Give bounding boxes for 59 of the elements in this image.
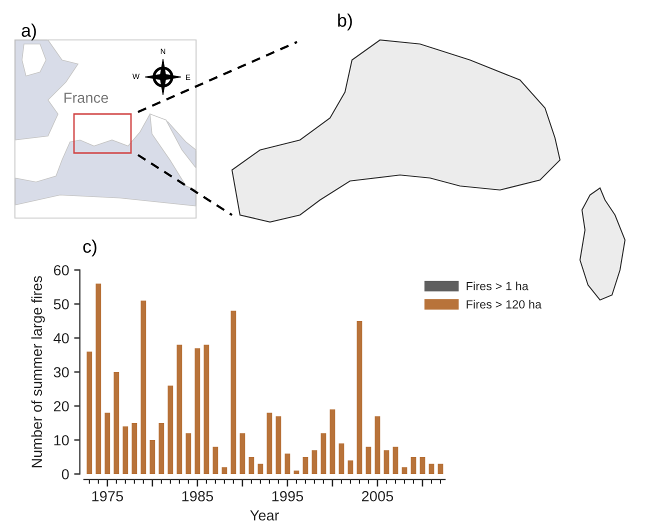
bar	[302, 457, 308, 474]
y-tick-label: 20	[54, 401, 69, 412]
text: a)	[22, 24, 36, 40]
bar	[420, 457, 426, 474]
y-axis-title: Number of summer large fires	[31, 276, 45, 468]
x-tick-label: 1975	[92, 491, 124, 502]
bar	[276, 416, 282, 474]
text: b)	[338, 14, 352, 30]
bar	[356, 321, 362, 474]
bar	[140, 300, 146, 474]
bar	[194, 348, 200, 474]
bar	[258, 464, 264, 474]
bar	[312, 450, 318, 474]
bar	[204, 344, 210, 474]
y-tick-label: 10	[54, 435, 69, 446]
bar	[122, 426, 128, 474]
bar	[348, 460, 354, 474]
bar	[266, 412, 272, 474]
bar	[374, 416, 380, 474]
bar	[392, 446, 398, 474]
bar	[96, 284, 102, 474]
x-tick-label: 2005	[362, 491, 394, 502]
bar	[240, 433, 246, 474]
bar	[320, 433, 326, 474]
text: France	[64, 92, 108, 103]
bar	[132, 423, 138, 474]
bar	[114, 372, 120, 474]
bar	[402, 467, 408, 474]
bar	[168, 386, 174, 474]
x-tick-label: 1995	[272, 491, 304, 502]
y-tick-label: 30	[54, 367, 69, 378]
bar	[294, 470, 300, 474]
bar	[104, 412, 110, 474]
bar	[428, 464, 434, 474]
x-tick-label: 1985	[182, 491, 214, 502]
bar	[330, 409, 336, 474]
bar	[150, 440, 156, 474]
text: c)	[83, 240, 96, 256]
legend-label: Fires > 120 ha	[466, 300, 542, 309]
bar	[222, 467, 228, 474]
bar	[186, 433, 192, 474]
y-tick-label: 60	[54, 265, 69, 276]
bar	[410, 457, 416, 474]
bar	[366, 446, 372, 474]
bar	[212, 446, 218, 474]
bar	[176, 344, 182, 474]
bar	[158, 423, 164, 474]
bar	[86, 352, 92, 474]
bar	[384, 450, 390, 474]
bar	[248, 457, 254, 474]
x-axis-title: Year	[250, 510, 279, 521]
bar	[338, 443, 344, 474]
bar	[230, 310, 236, 474]
bar	[284, 454, 290, 474]
y-tick-label: 50	[54, 299, 69, 310]
legend-label: Fires > 1 ha	[466, 282, 528, 290]
bar	[438, 464, 444, 474]
y-tick-label: 0	[62, 469, 69, 480]
y-tick-label: 40	[54, 333, 69, 344]
